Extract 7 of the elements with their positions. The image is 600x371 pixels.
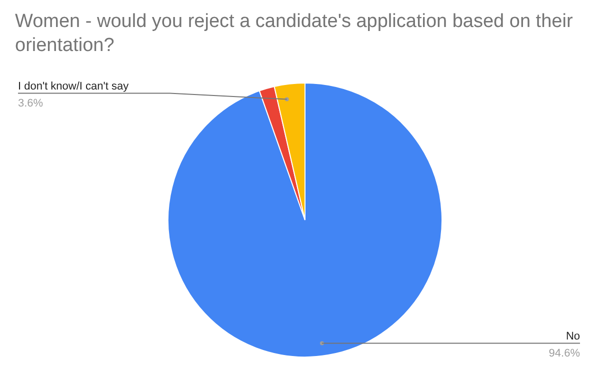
data-label: 94.6%: [548, 347, 580, 360]
chart-title: Women - would you reject a candidate's application based on their orientation?: [15, 10, 574, 58]
pie-slice: [258, 86, 306, 220]
slice-label: No: [566, 330, 580, 342]
data-label: 3.6%: [18, 97, 44, 110]
slice-label: I don't know/I can't say: [18, 80, 130, 92]
pie-slice: [168, 82, 442, 358]
